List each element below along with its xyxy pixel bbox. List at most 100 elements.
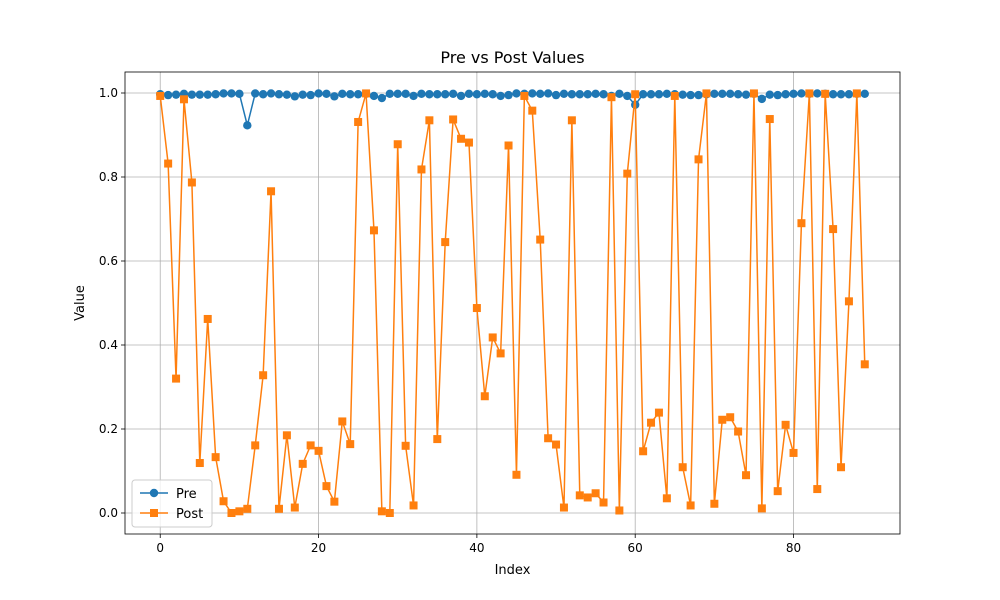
y-axis-label: Value: [73, 285, 88, 321]
data-point-pre: [781, 90, 790, 99]
data-point-post: [742, 471, 751, 480]
data-point-pre: [235, 89, 244, 99]
data-point-pre: [599, 90, 608, 99]
data-point-post: [449, 115, 458, 124]
data-point-post: [536, 235, 545, 244]
data-point-post: [765, 115, 774, 124]
data-point-post: [243, 504, 252, 513]
data-point-post: [575, 491, 584, 500]
data-point-pre: [797, 89, 806, 98]
data-point-post: [670, 91, 679, 100]
data-point-post: [813, 485, 822, 494]
data-point-post: [409, 501, 418, 510]
axis-ticks: 0 20 40 60 80 0.0 0.2 0.4 0.6 0.8 1.0: [99, 86, 801, 555]
data-point-post: [512, 470, 521, 479]
data-point-pre: [678, 90, 687, 99]
data-point-pre: [836, 90, 846, 99]
data-point-pre: [338, 89, 347, 99]
data-point-pre: [813, 89, 822, 98]
data-point-pre: [171, 90, 181, 99]
y-tick-label: 0.0: [99, 506, 118, 520]
series-layer: [156, 89, 869, 517]
data-point-pre: [266, 89, 276, 98]
data-point-post: [789, 448, 798, 457]
data-point-post: [362, 89, 371, 98]
data-point-pre: [251, 89, 260, 98]
data-point-post: [686, 501, 695, 510]
data-point-pre: [536, 89, 545, 99]
data-point-pre: [725, 89, 735, 99]
data-point-pre: [828, 90, 838, 99]
data-point-post: [528, 106, 537, 115]
data-point-post: [251, 441, 260, 450]
data-point-pre: [464, 89, 474, 99]
data-point-pre: [163, 90, 173, 100]
data-point-pre: [710, 89, 719, 99]
data-point-post: [338, 417, 347, 426]
data-point-post: [290, 503, 299, 512]
data-point-pre: [472, 90, 482, 99]
data-point-post: [267, 187, 276, 196]
data-point-post: [520, 91, 529, 100]
data-point-post: [211, 453, 220, 462]
data-point-pre: [409, 91, 418, 101]
data-point-post: [156, 91, 165, 100]
data-point-post: [773, 487, 782, 496]
data-point-post: [544, 434, 553, 443]
data-point-post: [195, 459, 204, 468]
data-point-pre: [583, 90, 592, 99]
data-point-pre: [623, 91, 632, 101]
legend-item-pre: Pre: [140, 487, 197, 502]
data-point-pre: [512, 89, 521, 98]
data-point-post: [282, 431, 291, 440]
data-point-post: [734, 427, 743, 436]
data-point-pre: [290, 92, 300, 101]
data-point-post: [274, 504, 283, 513]
data-point-pre: [488, 90, 497, 99]
data-point-pre: [219, 89, 228, 98]
chart-title: Pre vs Post Values: [440, 48, 584, 67]
data-point-post: [694, 155, 703, 164]
data-point-post: [567, 116, 576, 125]
data-point-post: [583, 493, 592, 502]
data-point-post: [314, 446, 323, 455]
data-point-post: [860, 360, 869, 369]
data-point-post: [227, 509, 236, 517]
data-point-post: [433, 435, 442, 444]
data-point-post: [631, 90, 640, 99]
data-point-post: [464, 138, 473, 147]
data-point-post: [726, 413, 735, 422]
data-point-pre: [559, 89, 569, 99]
data-point-pre: [456, 91, 466, 101]
data-point-pre: [203, 90, 212, 99]
data-point-pre: [377, 93, 387, 103]
data-point-post: [417, 165, 426, 174]
data-point-post: [306, 441, 315, 450]
legend-marker-circle: [149, 488, 159, 498]
data-point-pre: [551, 90, 561, 100]
data-point-pre: [575, 90, 584, 99]
data-point-post: [346, 440, 355, 449]
data-point-post: [457, 134, 466, 143]
data-point-post: [852, 89, 861, 98]
series-post: [156, 89, 869, 517]
data-point-pre: [298, 90, 307, 99]
data-point-post: [591, 489, 600, 498]
data-point-pre: [274, 90, 284, 99]
data-point-post: [480, 392, 489, 401]
data-point-post: [203, 314, 212, 323]
data-point-pre: [654, 90, 664, 99]
data-point-pre: [662, 89, 672, 99]
y-tick-label: 0.6: [99, 254, 118, 268]
data-point-pre: [646, 90, 656, 99]
data-point-post: [654, 408, 663, 417]
data-point-pre: [741, 90, 751, 99]
data-point-post: [369, 226, 378, 235]
data-point-post: [607, 93, 616, 102]
data-point-post: [393, 140, 402, 149]
data-point-post: [749, 89, 758, 98]
data-point-post: [179, 95, 188, 104]
data-point-post: [401, 441, 410, 450]
